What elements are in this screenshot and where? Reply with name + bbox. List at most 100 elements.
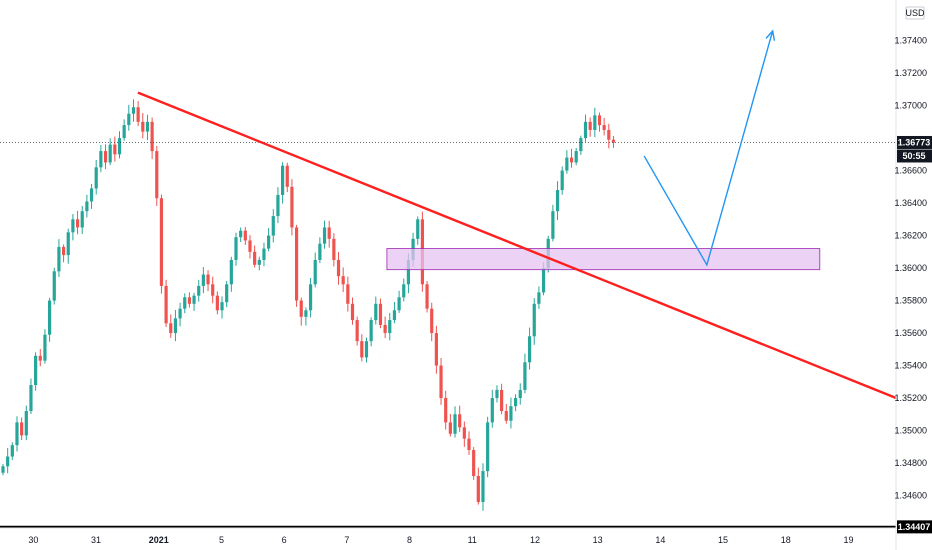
candle-body — [220, 302, 224, 311]
candle-body — [225, 284, 229, 303]
y-tick-label: 1.34800 — [894, 458, 927, 468]
candle-body — [369, 320, 373, 342]
resistance-zone[interactable] — [386, 248, 821, 271]
candle-body — [61, 246, 66, 256]
candle-body — [574, 151, 578, 163]
candle-body — [336, 259, 341, 277]
candle-body — [313, 259, 317, 285]
candle-body — [346, 284, 350, 304]
price-axis[interactable]: 1.37400 1.37200 1.37000 1.36600 1.36400 1.362… — [894, 36, 927, 501]
candle-body — [397, 297, 401, 311]
candle-body — [569, 157, 574, 163]
candle-body — [607, 129, 611, 140]
candle-body — [164, 285, 168, 324]
candle-body — [267, 235, 271, 249]
support-level-badge: 1.34407 — [897, 520, 932, 534]
y-tick-label: 1.35600 — [894, 328, 927, 338]
candle-body — [509, 406, 513, 421]
candle-body — [299, 300, 303, 317]
candle-body — [430, 308, 434, 334]
candle-body — [392, 310, 397, 321]
candle-body — [34, 355, 38, 386]
x-tick-label: 5 — [219, 535, 224, 545]
candle-body — [541, 268, 546, 293]
candle-body — [448, 422, 452, 434]
candle-body — [85, 201, 89, 212]
candle-body — [43, 334, 47, 361]
trendline[interactable] — [137, 91, 897, 400]
candle-body — [565, 157, 569, 171]
candle-body — [555, 190, 560, 212]
candle-body — [290, 186, 294, 228]
candle-body — [388, 320, 392, 334]
time-axis[interactable]: 30 31 2021 5 6 7 8 11 12 13 14 15 18 19 — [28, 535, 853, 545]
candle-body — [355, 320, 359, 342]
candle-body — [472, 450, 476, 477]
projection-path[interactable] — [643, 30, 774, 267]
candle-body — [6, 456, 10, 467]
candle-body — [318, 243, 322, 260]
candle-body — [360, 341, 364, 358]
currency-badge[interactable]: USD — [905, 6, 925, 20]
candle-body — [444, 398, 448, 423]
projection-arrowhead — [765, 29, 776, 41]
candle-body — [486, 422, 490, 472]
y-tick-label: 1.35800 — [894, 296, 927, 306]
current-price-badge: 1.36773 — [897, 135, 932, 149]
currency-label: USD — [905, 8, 925, 18]
candle-body — [500, 389, 504, 412]
candle-body — [57, 246, 61, 272]
candle-body — [192, 295, 196, 304]
candle-body — [52, 271, 56, 301]
candle-body — [434, 333, 438, 366]
candle-body — [481, 471, 485, 503]
x-tick-label: 2021 — [149, 535, 169, 545]
candle-body — [583, 121, 588, 139]
y-tick-label: 1.35200 — [894, 393, 927, 403]
candle-body — [281, 165, 285, 195]
candle-body — [178, 308, 182, 319]
x-tick-label: 19 — [843, 535, 853, 545]
candle-body — [308, 284, 313, 311]
candle-body — [71, 219, 75, 233]
candle-body — [383, 324, 387, 334]
candle-body — [374, 303, 378, 321]
candle-body — [243, 230, 247, 241]
candle-body — [80, 211, 84, 228]
candle-body — [262, 248, 266, 260]
candle-body — [206, 274, 210, 285]
candle-body — [611, 139, 616, 143]
y-tick-label: 1.36400 — [894, 198, 927, 208]
y-tick-label: 1.36600 — [894, 166, 927, 176]
candle-body — [378, 303, 383, 325]
candle-body — [439, 365, 443, 399]
candle-body — [94, 167, 98, 189]
candle-body — [285, 165, 289, 187]
candle-body — [514, 398, 518, 407]
candle-body — [532, 303, 536, 337]
candle-body — [560, 170, 564, 191]
candle-body — [527, 336, 532, 363]
candle-body — [462, 427, 466, 439]
x-tick-label: 7 — [344, 535, 349, 545]
candle-body — [416, 219, 420, 239]
candle-body — [593, 115, 597, 130]
candle-body — [145, 121, 150, 132]
candle-body — [38, 355, 42, 361]
candle-body — [458, 414, 462, 428]
y-tick-label: 1.35400 — [894, 361, 927, 371]
candle-body — [66, 232, 70, 256]
candle-body — [294, 227, 299, 301]
x-tick-label: 13 — [593, 535, 603, 545]
candle-body — [215, 295, 219, 311]
candles-layer — [1, 99, 616, 511]
x-tick-label: 12 — [530, 535, 540, 545]
x-tick-label: 15 — [718, 535, 728, 545]
candle-body — [187, 297, 191, 304]
x-tick-label: 30 — [28, 535, 38, 545]
candle-body — [253, 251, 257, 265]
candle-body — [10, 445, 14, 457]
y-tick-label: 1.36000 — [894, 263, 927, 273]
